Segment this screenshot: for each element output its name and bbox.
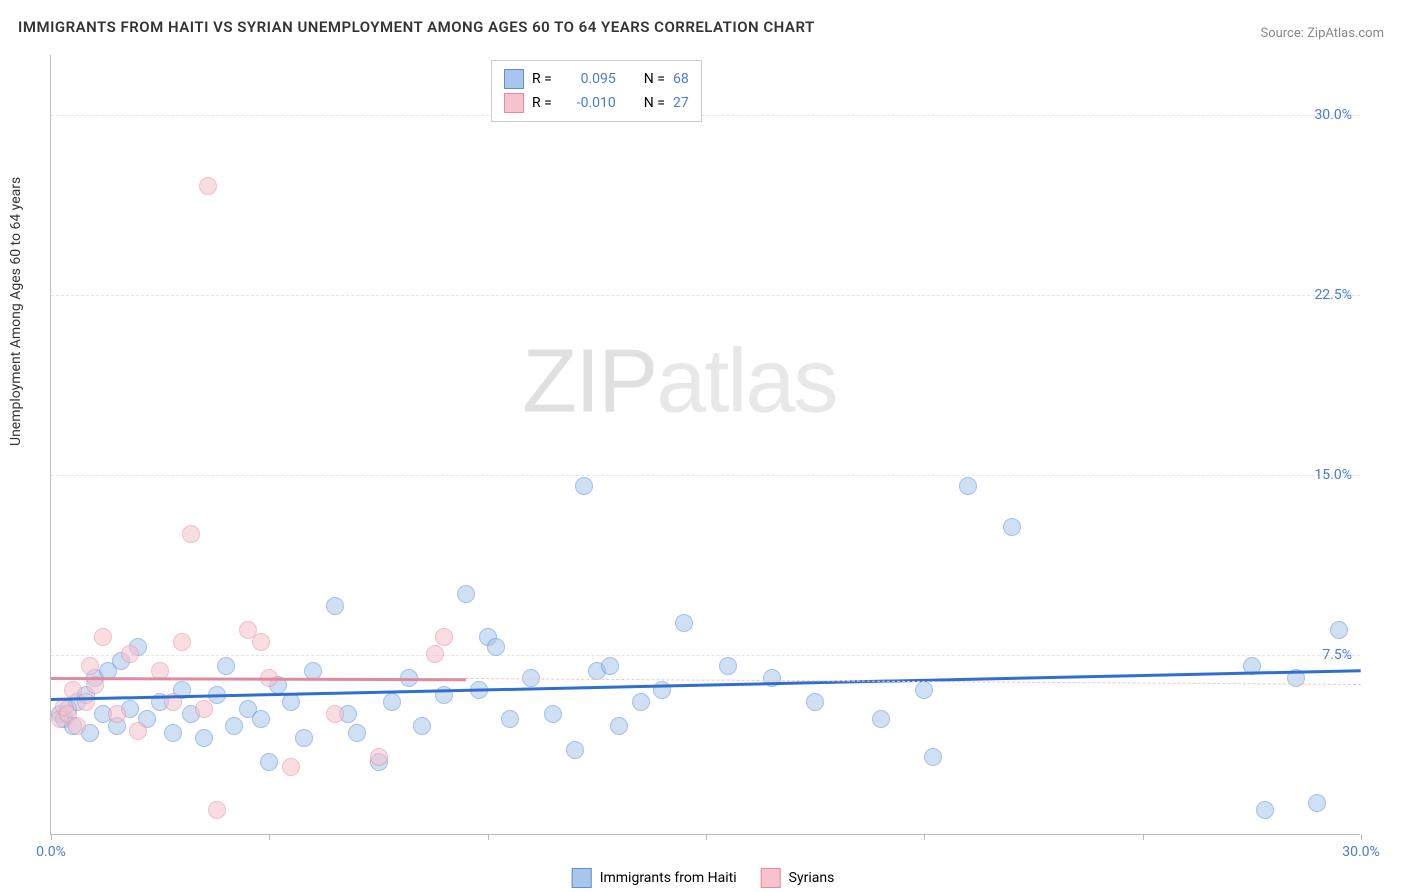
scatter-point — [348, 724, 366, 742]
scatter-point — [457, 585, 475, 603]
r-value: 0.095 — [560, 67, 616, 91]
scatter-point — [199, 177, 217, 195]
scatter-point — [326, 597, 344, 615]
scatter-point — [326, 705, 344, 723]
gridline — [51, 655, 1360, 656]
scatter-point — [601, 657, 619, 675]
n-value: 68 — [673, 67, 689, 91]
scatter-point — [68, 717, 86, 735]
r-value: -0.010 — [560, 91, 616, 115]
scatter-point — [1003, 518, 1021, 536]
scatter-point — [383, 693, 401, 711]
scatter-point — [282, 758, 300, 776]
legend-swatch — [572, 868, 592, 888]
x-tick-label: 30.0% — [1342, 844, 1380, 860]
x-tick — [51, 834, 52, 840]
gridline — [51, 475, 1360, 476]
legend-swatch — [504, 93, 524, 113]
y-tick-label: 30.0% — [1314, 107, 1352, 123]
gridline — [51, 115, 1360, 116]
x-tick — [1361, 834, 1362, 840]
y-axis-label: Unemployment Among Ages 60 to 64 years — [8, 177, 24, 446]
scatter-point — [195, 700, 213, 718]
legend-swatch — [761, 868, 781, 888]
gridline — [51, 295, 1360, 296]
x-tick — [488, 834, 489, 840]
n-label: N = — [644, 91, 665, 115]
x-tick — [269, 834, 270, 840]
scatter-point — [806, 693, 824, 711]
scatter-point — [719, 657, 737, 675]
x-tick — [1143, 834, 1144, 840]
scatter-point — [426, 645, 444, 663]
scatter-point — [164, 724, 182, 742]
scatter-point — [370, 748, 388, 766]
x-tick-label: 0.0% — [36, 844, 66, 860]
scatter-point — [413, 717, 431, 735]
scatter-point — [252, 710, 270, 728]
scatter-point — [282, 693, 300, 711]
r-label: R = — [532, 91, 552, 115]
y-tick-label: 7.5% — [1322, 647, 1352, 663]
bottom-legend-item: Immigrants from Haiti — [572, 868, 737, 888]
scatter-point — [81, 657, 99, 675]
scatter-point — [501, 710, 519, 728]
bottom-legend: Immigrants from Haiti Syrians — [572, 868, 835, 888]
scatter-point — [129, 722, 147, 740]
scatter-point — [108, 705, 126, 723]
trend-line — [51, 677, 466, 681]
scatter-point — [1308, 794, 1326, 812]
scatter-point — [610, 717, 628, 735]
legend-label: Syrians — [789, 870, 835, 886]
x-tick — [706, 834, 707, 840]
x-tick — [924, 834, 925, 840]
scatter-point — [195, 729, 213, 747]
chart-title: IMMIGRANTS FROM HAITI VS SYRIAN UNEMPLOY… — [18, 18, 815, 36]
scatter-point — [225, 717, 243, 735]
source-attribution: Source: ZipAtlas.com — [1260, 26, 1384, 41]
scatter-point — [1256, 801, 1274, 819]
scatter-point — [915, 681, 933, 699]
scatter-point — [252, 633, 270, 651]
scatter-point — [260, 753, 278, 771]
n-value: 27 — [673, 91, 689, 115]
bottom-legend-item: Syrians — [761, 868, 835, 888]
scatter-point — [924, 748, 942, 766]
scatter-point — [566, 741, 584, 759]
r-label: R = — [532, 67, 552, 91]
scatter-point — [544, 705, 562, 723]
correlation-legend: R = 0.095 N = 68 R = -0.010 N = 27 — [491, 60, 702, 122]
scatter-point — [575, 477, 593, 495]
n-label: N = — [644, 67, 665, 91]
scatter-point — [872, 710, 890, 728]
legend-row: R = 0.095 N = 68 — [504, 67, 689, 91]
scatter-point — [435, 628, 453, 646]
scatter-point — [94, 628, 112, 646]
y-tick-label: 15.0% — [1314, 467, 1352, 483]
scatter-point — [121, 645, 139, 663]
watermark: ZIPatlas — [522, 331, 836, 434]
scatter-point — [959, 477, 977, 495]
legend-row: R = -0.010 N = 27 — [504, 91, 689, 115]
trend-line — [51, 669, 1361, 700]
scatter-point — [675, 614, 693, 632]
scatter-point — [487, 638, 505, 656]
scatter-point — [77, 693, 95, 711]
scatter-point — [217, 657, 235, 675]
scatter-point — [182, 525, 200, 543]
scatter-point — [295, 729, 313, 747]
scatter-point — [208, 801, 226, 819]
scatter-point — [1330, 621, 1348, 639]
scatter-plot-area: ZIPatlas 7.5%15.0%22.5%30.0%0.0%30.0%R =… — [50, 55, 1360, 835]
legend-label: Immigrants from Haiti — [600, 870, 737, 886]
y-tick-label: 22.5% — [1314, 287, 1352, 303]
scatter-point — [173, 633, 191, 651]
legend-swatch — [504, 69, 524, 89]
scatter-point — [632, 693, 650, 711]
